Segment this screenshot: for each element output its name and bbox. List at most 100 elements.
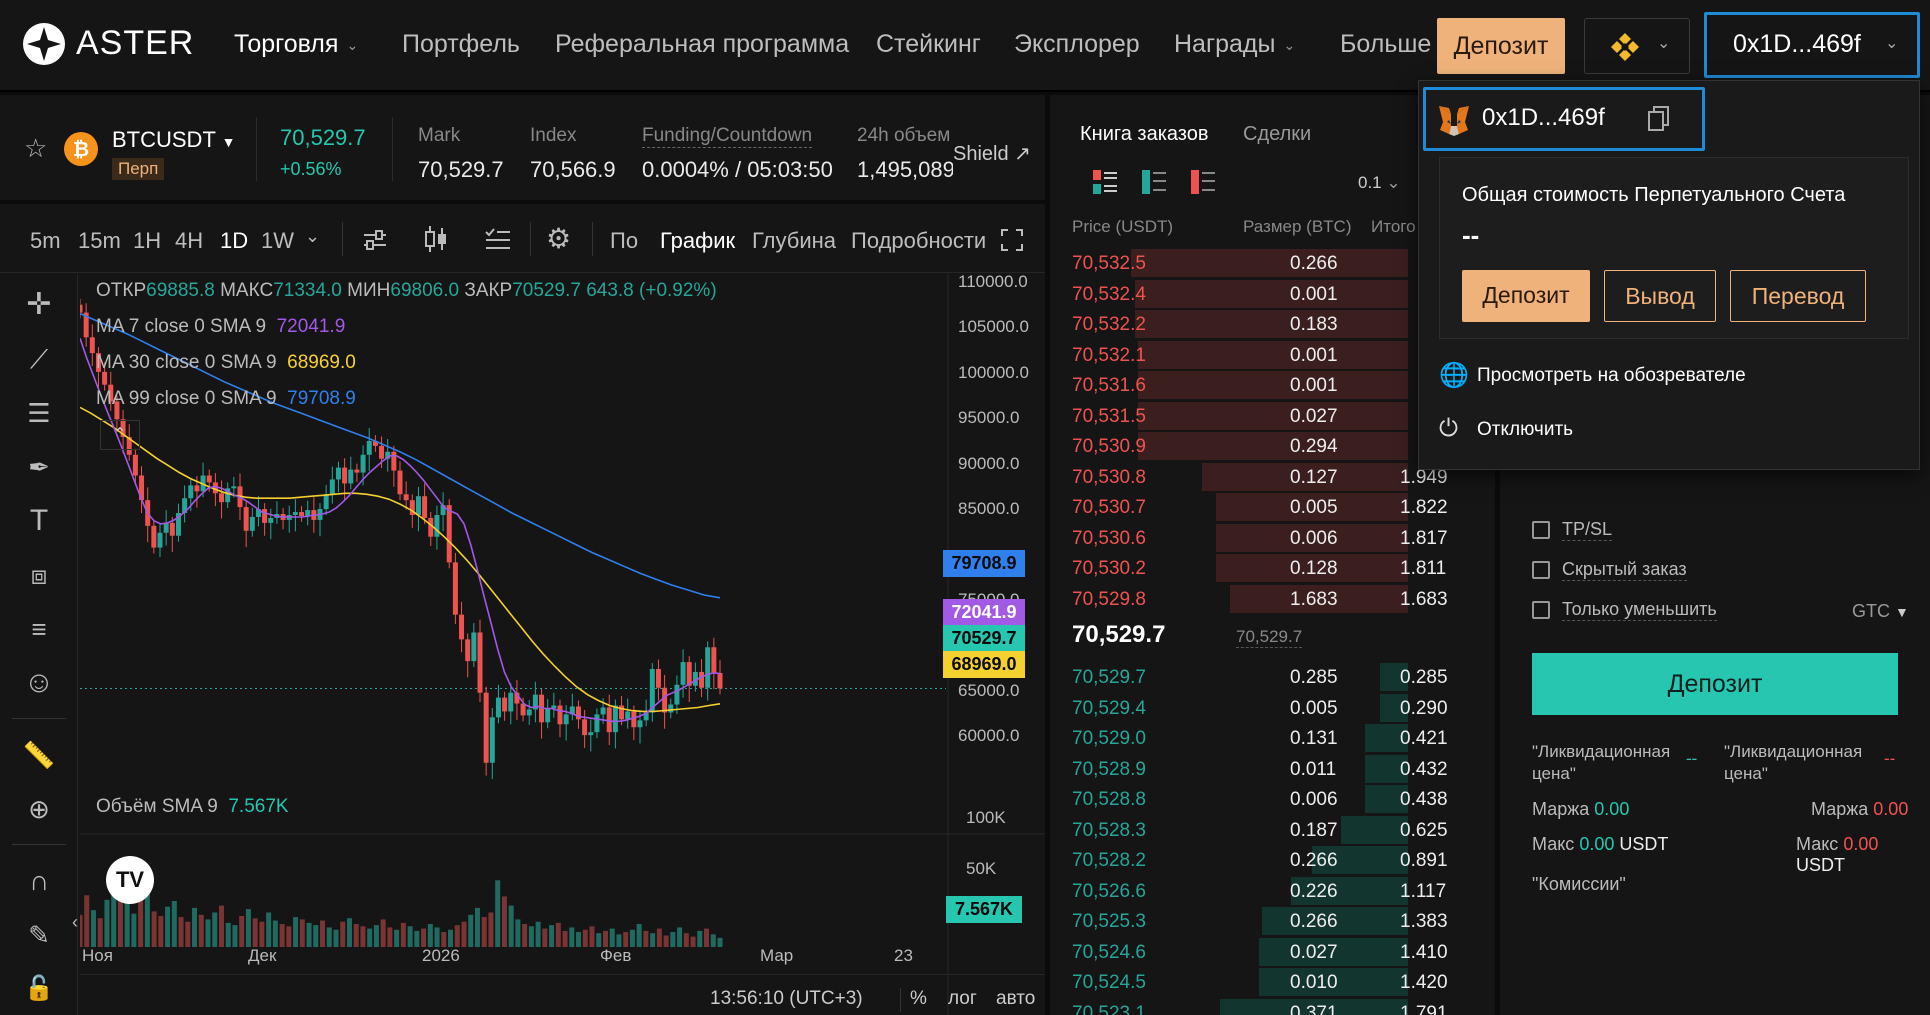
tick-size-selector[interactable]: 0.1 ⌄: [1358, 173, 1401, 193]
trendline-icon[interactable]: ⟋: [29, 344, 49, 374]
chevron-down-icon[interactable]: ⌄: [305, 226, 321, 246]
log-scale-toggle[interactable]: лог: [948, 988, 977, 1009]
interval-1h[interactable]: 1H: [133, 228, 162, 253]
ask-row[interactable]: 70,530.8 0.127 1.949: [1050, 462, 1495, 492]
clock-timezone[interactable]: 13:56:10 (UTC+3): [710, 988, 863, 1009]
candle-type-icon[interactable]: [423, 224, 449, 254]
order-deposit-button[interactable]: Депозит: [1532, 653, 1898, 715]
auto-scale-toggle[interactable]: авто: [996, 988, 1036, 1009]
fees-link[interactable]: "Комиссии": [1532, 874, 1626, 894]
symbol-selector[interactable]: BTCUSDT ▼: [112, 127, 235, 153]
bid-row[interactable]: 70,525.3 0.266 1.383: [1050, 906, 1495, 936]
forecast-icon[interactable]: ≡: [31, 614, 47, 644]
ma7-legend[interactable]: MA 7 close 0 SMA 9 72041.9: [96, 316, 345, 338]
pattern-icon[interactable]: ⧈: [30, 560, 48, 590]
interval-1w[interactable]: 1W: [261, 228, 294, 253]
ask-row[interactable]: 70,530.7 0.005 1.822: [1050, 492, 1495, 522]
ask-row[interactable]: 70,529.8 1.683 1.683: [1050, 584, 1495, 614]
percent-scale-toggle[interactable]: %: [910, 988, 927, 1009]
interval-1d[interactable]: 1D: [220, 228, 249, 253]
deposit-button[interactable]: Депозит: [1437, 18, 1565, 74]
tpsl-checkbox[interactable]: [1532, 521, 1550, 539]
hidden-order-checkbox[interactable]: [1532, 561, 1550, 579]
collapse-legend-button[interactable]: ⌃: [100, 420, 140, 450]
aster-logo-icon[interactable]: [22, 22, 66, 66]
bid-row[interactable]: 70,523.1 0.371 1.791: [1050, 998, 1495, 1015]
nav-staking[interactable]: Стейкинг: [876, 30, 981, 58]
ask-row[interactable]: 70,531.5 0.027: [1050, 401, 1495, 431]
nav-rewards[interactable]: Награды ⌄: [1174, 30, 1295, 59]
favorite-star-icon[interactable]: ☆: [24, 133, 48, 163]
zoom-in-icon[interactable]: ⊕: [28, 794, 50, 824]
brand-name[interactable]: ASTER: [76, 24, 195, 62]
withdraw-button[interactable]: Вывод: [1604, 270, 1716, 322]
gear-icon[interactable]: ⚙: [546, 223, 572, 254]
disconnect-item[interactable]: ⏻ Отключить: [1439, 411, 1909, 451]
bid-row[interactable]: 70,529.0 0.131 0.421: [1050, 723, 1495, 753]
tradingview-logo-icon[interactable]: TV: [106, 856, 154, 904]
tab-orderbook[interactable]: Книга заказов: [1080, 123, 1209, 145]
bid-row[interactable]: 70,529.4 0.005 0.290: [1050, 693, 1495, 723]
view-depth[interactable]: Глубина: [752, 228, 837, 253]
interval-4h[interactable]: 4H: [175, 228, 204, 253]
ask-row[interactable]: 70,531.6 0.001: [1050, 370, 1495, 400]
lock-icon[interactable]: 🔓: [24, 975, 54, 1002]
bid-row[interactable]: 70,529.7 0.285 0.285: [1050, 662, 1495, 692]
lock-pencil-icon[interactable]: ✎: [28, 920, 50, 950]
view-chart[interactable]: График: [660, 228, 736, 253]
scroll-left-icon[interactable]: ‹: [72, 912, 78, 932]
bid-row[interactable]: 70,528.3 0.187 0.625: [1050, 815, 1495, 845]
price-chart[interactable]: [80, 274, 1045, 1015]
copy-icon[interactable]: [1648, 106, 1670, 132]
bids-only-view-icon[interactable]: [1141, 169, 1167, 195]
chain-selector[interactable]: ⌄: [1584, 18, 1690, 74]
ma99-legend[interactable]: MA 99 close 0 SMA 9 79708.9: [96, 388, 356, 410]
ask-row[interactable]: 70,532.2 0.183: [1050, 309, 1495, 339]
bid-row[interactable]: 70,528.8 0.006 0.438: [1050, 784, 1495, 814]
brush-icon[interactable]: ✒: [28, 452, 50, 482]
nav-explorer[interactable]: Эксплорер: [1014, 30, 1140, 58]
wallet-address-chip[interactable]: 0x1D...469f: [1423, 87, 1705, 151]
reduce-only-checkbox[interactable]: [1532, 601, 1550, 619]
ask-row[interactable]: 70,530.9 0.294: [1050, 431, 1495, 461]
bid-row[interactable]: 70,528.9 0.011 0.432: [1050, 754, 1495, 784]
shield-link[interactable]: Shield ↗: [953, 141, 1031, 166]
text-tool-icon[interactable]: T: [29, 504, 49, 537]
nav-trade[interactable]: Торговля ⌄: [234, 30, 358, 59]
ruler-icon[interactable]: 📏: [22, 740, 56, 770]
fullscreen-icon[interactable]: [1000, 228, 1024, 252]
magnet-icon[interactable]: ∩: [28, 865, 50, 896]
ask-row[interactable]: 70,532.5 0.266: [1050, 248, 1495, 278]
view-price[interactable]: По: [610, 228, 639, 253]
bid-row[interactable]: 70,528.2 0.266 0.891: [1050, 845, 1495, 875]
volume-bar: [636, 924, 642, 947]
interval-15m[interactable]: 15m: [78, 228, 121, 253]
wallet-button[interactable]: 0x1D...469f ⌄: [1704, 12, 1920, 78]
ask-row[interactable]: 70,532.4 0.001: [1050, 279, 1495, 309]
nav-more[interactable]: Больше⌄: [1340, 30, 1451, 59]
ask-row[interactable]: 70,530.6 0.006 1.817: [1050, 523, 1495, 553]
tab-trades[interactable]: Сделки: [1243, 123, 1312, 145]
asks-only-view-icon[interactable]: [1190, 169, 1216, 195]
transfer-button[interactable]: Перевод: [1730, 270, 1866, 322]
bid-row[interactable]: 70,524.5 0.010 1.420: [1050, 967, 1495, 997]
interval-5m[interactable]: 5m: [30, 228, 61, 253]
fib-lines-icon[interactable]: ☰: [27, 398, 51, 428]
ma30-legend[interactable]: MA 30 close 0 SMA 9 68969.0: [96, 352, 356, 374]
bid-row[interactable]: 70,524.6 0.027 1.410: [1050, 937, 1495, 967]
emoji-icon[interactable]: ☺: [23, 666, 55, 699]
nav-portfolio[interactable]: Портфель: [402, 30, 520, 58]
row-size: 0.266: [1290, 253, 1338, 274]
indicator-settings-icon[interactable]: [362, 228, 388, 252]
view-details[interactable]: Подробности: [851, 228, 987, 253]
indicators-icon[interactable]: [484, 226, 512, 252]
ask-row[interactable]: 70,530.2 0.128 1.811: [1050, 553, 1495, 583]
view-on-explorer-item[interactable]: 🌐 Просмотреть на обозревателе: [1439, 357, 1909, 397]
crosshair-icon[interactable]: ✛: [26, 288, 52, 321]
time-in-force-selector[interactable]: GTC ▼: [1852, 601, 1909, 622]
nav-referral[interactable]: Реферальная программа: [555, 30, 850, 58]
ask-row[interactable]: 70,532.1 0.001: [1050, 340, 1495, 370]
dropdown-deposit-button[interactable]: Депозит: [1462, 270, 1590, 322]
bid-row[interactable]: 70,526.6 0.226 1.117: [1050, 876, 1495, 906]
both-sides-view-icon[interactable]: [1092, 169, 1118, 195]
